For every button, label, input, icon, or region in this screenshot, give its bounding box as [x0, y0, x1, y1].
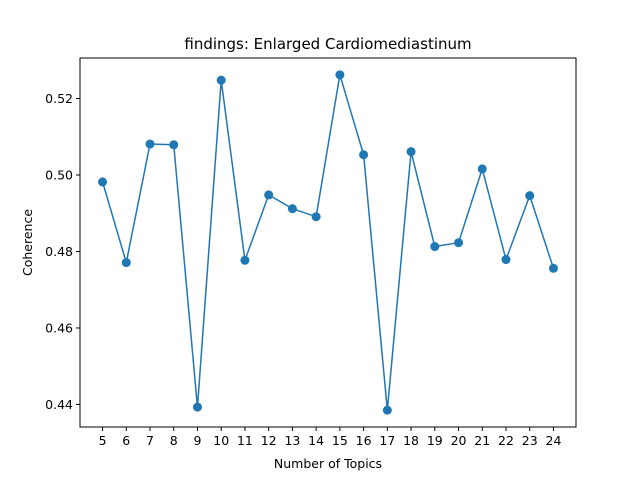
data-point: [192, 402, 202, 412]
x-tick-label: 22: [498, 433, 514, 448]
data-point: [525, 191, 535, 201]
y-tick-label: 0.50: [45, 168, 73, 183]
chart-title: findings: Enlarged Cardiomediastinum: [184, 35, 471, 53]
x-tick-label: 12: [261, 433, 277, 448]
x-tick-label: 13: [284, 433, 300, 448]
data-point: [145, 139, 155, 149]
y-tick-label: 0.48: [45, 244, 73, 259]
x-tick-label: 6: [122, 433, 130, 448]
x-axis-ticks: 5 6 7 8 9 10 11 12 13 14 15 16 17 18 19 20 21 22 23 24: [99, 427, 562, 448]
plot-frame: [79, 57, 577, 428]
y-tick-label: 0.44: [45, 397, 73, 412]
data-point: [454, 238, 464, 248]
data-point: [98, 177, 108, 187]
data-point: [169, 140, 179, 150]
data-point: [382, 405, 392, 415]
x-tick-label: 24: [546, 433, 562, 448]
x-tick-label: 17: [379, 433, 395, 448]
x-tick-label: 5: [99, 433, 107, 448]
data-point: [335, 70, 345, 80]
y-axis-ticks: 0.44 0.46 0.48 0.50 0.52: [45, 91, 80, 412]
x-tick-label: 15: [332, 433, 348, 448]
data-point: [287, 204, 297, 214]
data-point: [359, 150, 369, 160]
x-axis-title: Number of Topics: [274, 456, 382, 471]
y-tick-label: 0.52: [45, 91, 73, 106]
data-point: [121, 258, 131, 268]
data-point: [264, 190, 274, 200]
x-tick-label: 14: [308, 433, 324, 448]
data-point: [406, 147, 416, 157]
x-tick-label: 21: [474, 433, 490, 448]
y-axis-title: Coherence: [20, 209, 35, 276]
data-point: [477, 164, 487, 174]
data-point: [216, 75, 226, 85]
x-tick-label: 10: [213, 433, 229, 448]
x-tick-label: 11: [237, 433, 253, 448]
x-tick-label: 8: [170, 433, 178, 448]
x-tick-label: 18: [403, 433, 419, 448]
y-tick-label: 0.46: [45, 320, 73, 335]
x-tick-label: 23: [522, 433, 538, 448]
x-tick-label: 7: [146, 433, 154, 448]
data-point: [501, 255, 511, 265]
series-line: [101, 74, 555, 411]
data-point: [548, 263, 558, 273]
series-layer: [98, 70, 558, 415]
x-tick-label: 16: [356, 433, 372, 448]
data-point: [311, 212, 321, 222]
plot-area: [80, 58, 576, 427]
x-tick-label: 9: [193, 433, 201, 448]
data-point: [430, 242, 440, 252]
x-tick-label: 20: [451, 433, 467, 448]
x-tick-label: 19: [427, 433, 443, 448]
data-point: [240, 255, 250, 265]
